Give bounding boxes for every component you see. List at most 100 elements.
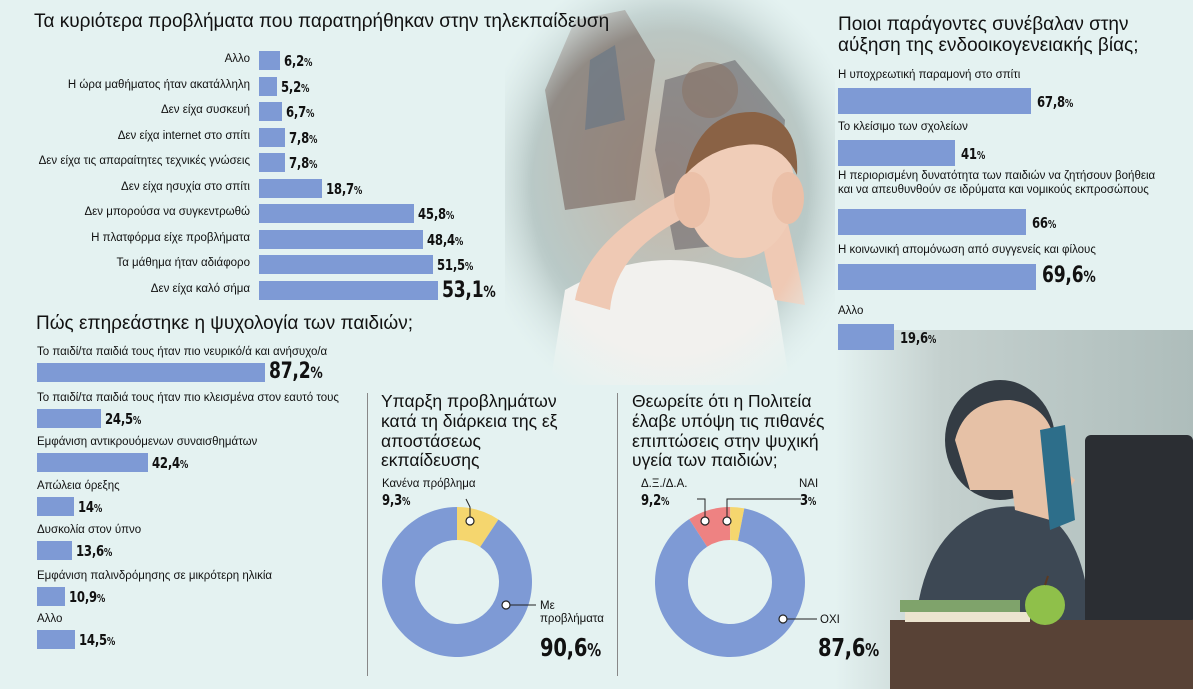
chart1-category-label: Η ώρα μαθήματος ήταν ακατάλληλη (67, 78, 250, 91)
chart3-value-label: 14% (77, 498, 102, 516)
chart1-bar (259, 127, 286, 147)
chart3-value-label: 87,2% (268, 359, 323, 384)
chart1-bar (259, 255, 434, 274)
chart1-value-label: 45,8% (417, 205, 454, 223)
chart1-bar (259, 280, 439, 300)
chart1-value-label: 53,1% (442, 277, 497, 303)
chart3-category-label: Εμφάνιση παλινδρόμησης σε μικρότερη ηλικ… (37, 570, 273, 582)
chart3-bar (37, 453, 148, 472)
chart1-value-label: 7,8% (289, 154, 318, 172)
chart1-value-label: 48,4% (426, 230, 463, 249)
donut1-marker (501, 600, 511, 610)
chart2-category-label: Η κοινωνική απομόνωση από συγγενείς και … (838, 244, 1096, 256)
chart3-bar (37, 409, 101, 428)
chart1-category-label: Δεν είχα ησυχία στο σπίτι (121, 180, 250, 193)
chart2-value-label: 67,8% (1037, 93, 1074, 111)
chart2-bar (838, 264, 1037, 290)
donut1-title: Υπαρξη προβλημάτων κατά τη διάρκεια της … (381, 391, 558, 471)
donut1 (382, 498, 536, 657)
chart1-bar (259, 178, 323, 198)
chart1-category-label: Αλλο (224, 53, 250, 65)
chart3-value-label: 24,5% (104, 410, 142, 428)
chart1-value-label: 6,2% (283, 52, 313, 70)
chart3-category-label: Εμφάνιση αντικρουόμενων συναισθημάτων (37, 436, 258, 448)
chart2-category-label: Η υποχρεωτική παραμονή στο σπίτι (838, 69, 1021, 81)
chart1-category-label: Δεν είχα internet στο σπίτι (117, 129, 250, 142)
chart1-value-label: 6,7% (285, 103, 314, 121)
chart2-value-label: 19,6% (899, 329, 937, 347)
chart1-category-label: Δεν μπορούσα να συγκεντρωθώ (84, 206, 250, 218)
donut2-value-dk: 9,2% (641, 491, 670, 509)
donut2-title: Θεωρείτε ότι η Πολιτεία έλαβε υπόψη τις … (632, 391, 825, 471)
chart1-bar (259, 102, 282, 121)
donut1-slice (382, 507, 532, 657)
chart3-category-label: Το παιδί/τα παιδιά τους ήταν πιο νευρικό… (37, 346, 328, 358)
donut1-label-none: Κανένα πρόβλημα (382, 478, 476, 490)
photo-boy-covering-ears (505, 0, 835, 385)
donut1-marker (465, 516, 475, 526)
chart1-bar (259, 76, 277, 96)
chart1-title: Τα κυριότερα προβλήματα που παρατηρήθηκα… (34, 11, 610, 32)
chart2-value-label: 41% (960, 145, 985, 163)
chart1-bar (259, 229, 423, 249)
donut2-value-yes: 3% (800, 491, 817, 509)
chart2-bar (838, 209, 1027, 235)
chart2-value-label: 66% (1032, 214, 1057, 232)
chart1-category-label: Τα μάθημα ήταν αδιάφορο (116, 257, 250, 269)
donut2-marker (722, 516, 732, 526)
chart2-bar (838, 88, 1032, 114)
chart1-bar (259, 153, 286, 172)
chart2-category-label: Αλλο (838, 305, 864, 317)
donut1-leader-line (465, 498, 471, 521)
chart1-value-label: 18,7% (326, 179, 363, 198)
chart3-bar (37, 587, 66, 606)
donut1-label-problems: Με προβλήματα (540, 600, 604, 626)
chart3-bar (37, 541, 73, 560)
chart1-category-label: Η πλατφόρμα είχε προβλήματα (91, 231, 250, 244)
chart1-bar (259, 51, 280, 70)
chart1-bar (259, 204, 414, 223)
chart1-value-label: 7,8% (289, 128, 318, 147)
donut2-label-no: ΟΧΙ (820, 614, 840, 626)
donut2-leader-line (697, 498, 706, 521)
donut2-slice (689, 507, 731, 547)
donut1-value-problems: 90,6% (540, 633, 602, 662)
chart3-category-label: Το παιδί/τα παιδιά τους ήταν πιο κλεισμέ… (37, 392, 339, 404)
chart1-category-label: Δεν είχα καλό σήμα (150, 282, 250, 295)
chart2-title: Ποιοι παράγοντες συνέβαλαν στην αύξηση τ… (838, 14, 1139, 56)
divider-left (367, 393, 368, 676)
chart2-bar (838, 324, 894, 350)
donut2 (655, 498, 817, 657)
chart3-title: Πώς επηρεάστηκε η ψυχολογία των παιδιών; (36, 313, 413, 334)
chart2-bar (838, 140, 955, 166)
chart2-category-label: Το κλείσιμο των σχολείων (838, 121, 968, 133)
donut2-leader-line (726, 498, 801, 521)
donut2-marker (700, 516, 710, 526)
chart1-category-label: Δεν είχα συσκευή (160, 104, 250, 116)
chart1-value-label: 51,5% (437, 256, 474, 274)
chart3-value-label: 10,9% (69, 588, 106, 606)
photo-child-at-laptop (835, 330, 1193, 689)
donut1-value-none: 9,3% (382, 491, 411, 509)
chart3-bar (37, 630, 75, 649)
chart3-value-label: 14,5% (78, 631, 115, 649)
chart3-category-label: Δυσκολία στον ύπνο (37, 524, 142, 536)
chart3-category-label: Αλλο (37, 613, 63, 625)
donut2-value-no: 87,6% (818, 633, 880, 662)
chart3-value-label: 13,6% (76, 542, 113, 560)
chart1-category-label: Δεν είχα τις απαραίτητες τεχνικές γνώσει… (38, 155, 250, 167)
chart2-category-label: Η περιορισμένη δυνατότητα των παιδιών να… (838, 170, 1156, 197)
donut2-label-yes: ΝΑΙ (799, 478, 819, 490)
donut2-slice (655, 508, 805, 657)
chart3-value-label: 42,4% (151, 454, 188, 472)
donut2-marker (778, 614, 788, 624)
chart3-bar (37, 497, 74, 516)
chart2-value-label: 69,6% (1042, 263, 1096, 288)
donut2-slice (730, 507, 745, 541)
chart3-bar (37, 363, 265, 382)
donut1-slice (457, 507, 499, 547)
divider-right (617, 393, 618, 676)
donut2-label-dk: Δ.Ξ./Δ.Α. (641, 478, 688, 490)
chart3-category-label: Απώλεια όρεξης (37, 480, 120, 492)
